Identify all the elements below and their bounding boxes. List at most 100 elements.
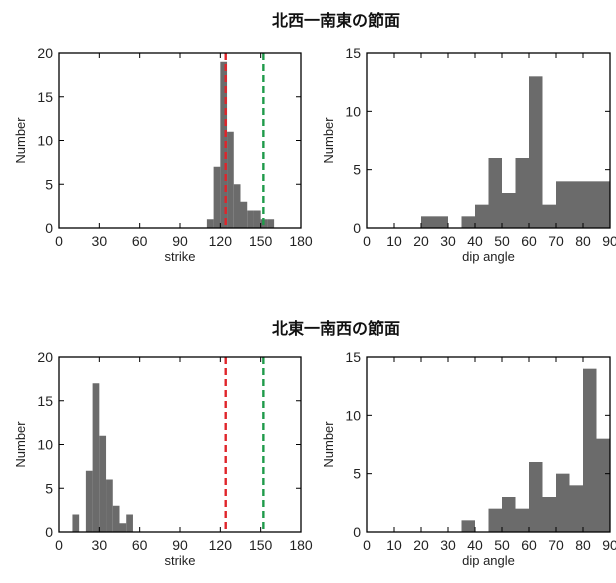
y-tick-label: 10 (37, 437, 53, 453)
histogram-bar (556, 181, 570, 228)
histogram-bar (72, 514, 80, 532)
x-tick-label: 30 (440, 233, 456, 249)
histogram-bar (247, 210, 254, 228)
histogram-bar (227, 131, 234, 228)
x-tick-label: 150 (249, 537, 273, 553)
x-tick-label: 80 (575, 233, 591, 249)
histogram-bar (267, 219, 275, 228)
histogram-bar (240, 201, 248, 228)
histogram-bar (502, 497, 516, 532)
histogram-bar (556, 473, 570, 532)
x-axis-label: strike (164, 553, 195, 568)
x-axis-label: dip angle (462, 249, 515, 264)
histogram-bar (475, 204, 489, 228)
x-tick-label: 30 (92, 233, 108, 249)
x-tick-label: 0 (55, 537, 63, 553)
histogram-bar (542, 204, 556, 228)
y-tick-label: 0 (45, 524, 53, 540)
x-tick-label: 120 (209, 233, 233, 249)
x-tick-label: 90 (172, 233, 188, 249)
x-tick-label: 70 (548, 537, 564, 553)
y-axis-label: Number (321, 117, 336, 164)
histogram-bar (515, 508, 529, 532)
histogram-bar (461, 216, 475, 228)
histogram-bar (542, 497, 556, 532)
histogram-bar (233, 184, 241, 228)
y-tick-label: 5 (45, 176, 53, 192)
histogram-bar (99, 435, 107, 532)
y-tick-label: 0 (353, 524, 361, 540)
y-tick-label: 5 (45, 480, 53, 496)
axes-frame (366, 52, 611, 229)
histogram-bar (106, 479, 113, 532)
histogram-bar (85, 470, 93, 532)
x-tick-label: 10 (386, 233, 402, 249)
x-tick-label: 0 (363, 233, 371, 249)
plot-area (72, 357, 265, 532)
section-title-ne-sw: 北東一南西の節面 (272, 319, 400, 338)
y-tick-label: 20 (37, 349, 53, 365)
x-tick-label: 60 (132, 537, 148, 553)
histogram-bar (569, 485, 583, 532)
x-axis-label: dip angle (462, 553, 515, 568)
x-axis-label: strike (164, 249, 195, 264)
chart-bottom-right-dip: 0 10 20 30 40 50 60 70 80 90 0 5 10 15 dip angle Number (321, 349, 616, 568)
y-tick-label: 5 (353, 162, 361, 178)
x-tick-label: 180 (289, 537, 313, 553)
histogram-bar (253, 210, 261, 228)
axes-frame (58, 52, 302, 229)
y-axis-label: Number (13, 421, 28, 468)
histogram-bar (112, 505, 120, 532)
x-tick-label: 50 (494, 233, 510, 249)
histogram-bar (126, 514, 133, 532)
x-tick-label: 90 (602, 537, 616, 553)
x-tick-label: 20 (413, 233, 429, 249)
y-tick-label: 20 (37, 45, 53, 61)
x-tick-label: 0 (363, 537, 371, 553)
histogram-bar (529, 76, 543, 228)
histogram-bar (421, 216, 435, 228)
x-tick-label: 180 (289, 233, 313, 249)
histogram-bar (610, 216, 616, 228)
plot-area (206, 53, 275, 228)
y-tick-label: 10 (37, 133, 53, 149)
axes-frame (366, 356, 611, 533)
x-tick-label: 150 (249, 233, 273, 249)
histogram-bar (569, 181, 583, 228)
plot-area (461, 368, 616, 532)
histogram-bar (515, 158, 529, 228)
y-tick-label: 15 (37, 89, 53, 105)
x-tick-label: 50 (494, 537, 510, 553)
histogram-bar (529, 462, 543, 532)
histogram-bar (461, 520, 475, 532)
chart-bottom-left-strike: 0 30 60 90 120 150 180 0 5 10 15 20 strike Number (13, 349, 313, 568)
x-tick-label: 10 (386, 537, 402, 553)
histogram-bar (583, 181, 597, 228)
x-tick-label: 90 (602, 233, 616, 249)
x-tick-label: 40 (467, 537, 483, 553)
histogram-bar (502, 193, 516, 228)
y-tick-label: 15 (345, 45, 361, 61)
histogram-bar (596, 438, 610, 532)
histogram-bar (92, 383, 100, 532)
y-tick-label: 0 (45, 220, 53, 236)
x-tick-label: 40 (467, 233, 483, 249)
y-axis-label: Number (321, 421, 336, 468)
histogram-bar (610, 485, 616, 532)
plot-area (421, 76, 616, 228)
y-tick-label: 5 (353, 466, 361, 482)
chart-top-left-strike: 0 30 60 90 120 150 180 0 5 10 15 20 strike Number (13, 45, 313, 264)
x-tick-label: 20 (413, 537, 429, 553)
y-tick-label: 15 (345, 349, 361, 365)
histogram-bar (583, 368, 597, 532)
histogram-bar (220, 61, 228, 228)
x-tick-label: 60 (521, 537, 537, 553)
x-tick-label: 60 (521, 233, 537, 249)
x-tick-label: 70 (548, 233, 564, 249)
y-tick-label: 15 (37, 393, 53, 409)
x-tick-label: 30 (440, 537, 456, 553)
x-tick-label: 120 (209, 537, 233, 553)
chart-top-right-dip: 0 10 20 30 40 50 60 70 80 90 0 5 10 15 dip angle Number (321, 45, 616, 264)
histogram-bar (596, 181, 610, 228)
